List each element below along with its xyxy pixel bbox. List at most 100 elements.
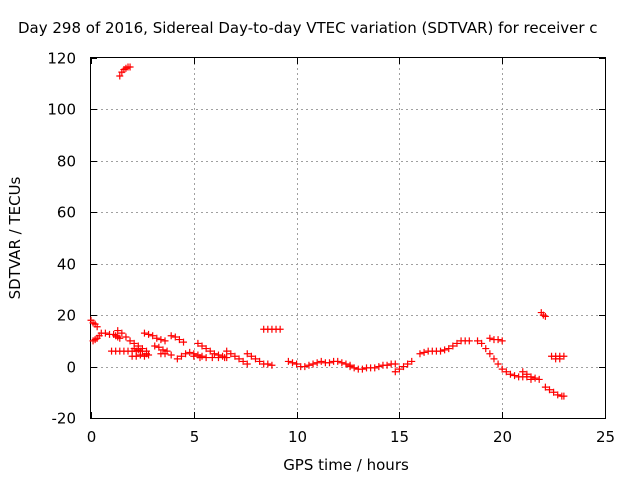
data-point [276,325,284,333]
series-seg-t [474,337,535,383]
data-point [93,323,101,331]
data-point [155,343,163,351]
x-tick-label: 20 [493,428,512,446]
data-point [159,346,167,354]
data-point [494,336,502,344]
x-tick-label: 5 [190,428,200,446]
data-point [494,360,502,368]
data-point [247,352,255,360]
data-point [202,354,210,362]
y-tick-label: 80 [57,153,76,171]
data-point [395,365,403,373]
x-tick-label: 10 [288,428,307,446]
data-point [449,342,457,350]
data-point [519,368,527,376]
data-point [101,329,109,337]
data-point [523,370,531,378]
data-point [305,361,313,369]
data-point [231,352,239,360]
data-point [180,338,188,346]
data-point [506,370,514,378]
y-tick-label: 40 [57,256,76,274]
series-seg-a [87,316,103,345]
data-point [167,332,175,340]
data-point [126,63,134,71]
series-seg-x [541,383,568,400]
data-point [498,365,506,373]
data-point [482,345,490,353]
data-point [554,391,562,399]
data-point [177,352,185,360]
data-point [556,355,564,363]
data-point [391,368,399,376]
x-tick-label: 0 [87,428,97,446]
series-seg-m [223,347,251,368]
chart-title: Day 298 of 2016, Sidereal Day-to-day VTE… [18,19,598,37]
data-point [206,347,214,355]
data-point [173,355,181,363]
data-point [535,375,543,383]
data-point [194,339,202,347]
axis-ticks [91,58,606,419]
data-point [208,354,216,362]
grid [91,58,605,418]
data-point [301,363,309,371]
data-point [541,383,549,391]
data-point [490,355,498,363]
data-point [358,365,366,373]
y-tick-label: 100 [47,101,76,119]
data-point [143,350,151,358]
y-tick-label: 120 [47,50,76,68]
data-point [202,345,210,353]
data-point [560,352,568,360]
data-point [486,350,494,358]
data-point [478,339,486,347]
data-point [498,337,506,345]
series-seg-w [537,309,549,320]
data-point [190,352,198,360]
tick-labels: 0 5 10 15 20 25 -20 0 20 40 60 80 100 120 [47,50,615,447]
series-seg-v [519,368,543,383]
data-point [317,357,325,365]
series-seg-p [284,357,354,371]
data-point [198,342,206,350]
data-point [235,355,243,363]
data-points [87,63,568,400]
data-point [545,386,553,394]
data-point [404,360,412,368]
data-point [416,350,424,358]
series-seg-l [190,352,229,362]
data-point [550,388,558,396]
data-point [151,342,159,350]
data-point [453,339,461,347]
data-point [541,312,549,320]
data-point [223,347,231,355]
data-point [437,347,445,355]
data-point [288,359,296,367]
data-point [196,354,204,362]
data-point [145,330,153,338]
data-point [239,357,247,365]
data-point [134,346,142,354]
data-point [243,360,251,368]
data-point [167,351,175,359]
series-seg-b [97,329,124,342]
x-axis-label: GPS time / hours [283,456,409,474]
data-point [251,355,259,363]
data-point [474,337,482,345]
data-point [268,361,276,369]
data-point [445,345,453,353]
data-point [161,350,169,358]
data-point [126,337,134,345]
data-point [243,350,251,358]
data-point [391,360,399,368]
y-tick-label: 0 [66,359,76,377]
data-point [502,368,510,376]
series-seg-q [346,360,399,373]
series-seg-o [260,325,284,333]
series-seg-j [173,348,206,363]
series-seg-r [391,357,416,376]
data-point [157,336,165,344]
y-tick-label: 60 [57,204,76,222]
